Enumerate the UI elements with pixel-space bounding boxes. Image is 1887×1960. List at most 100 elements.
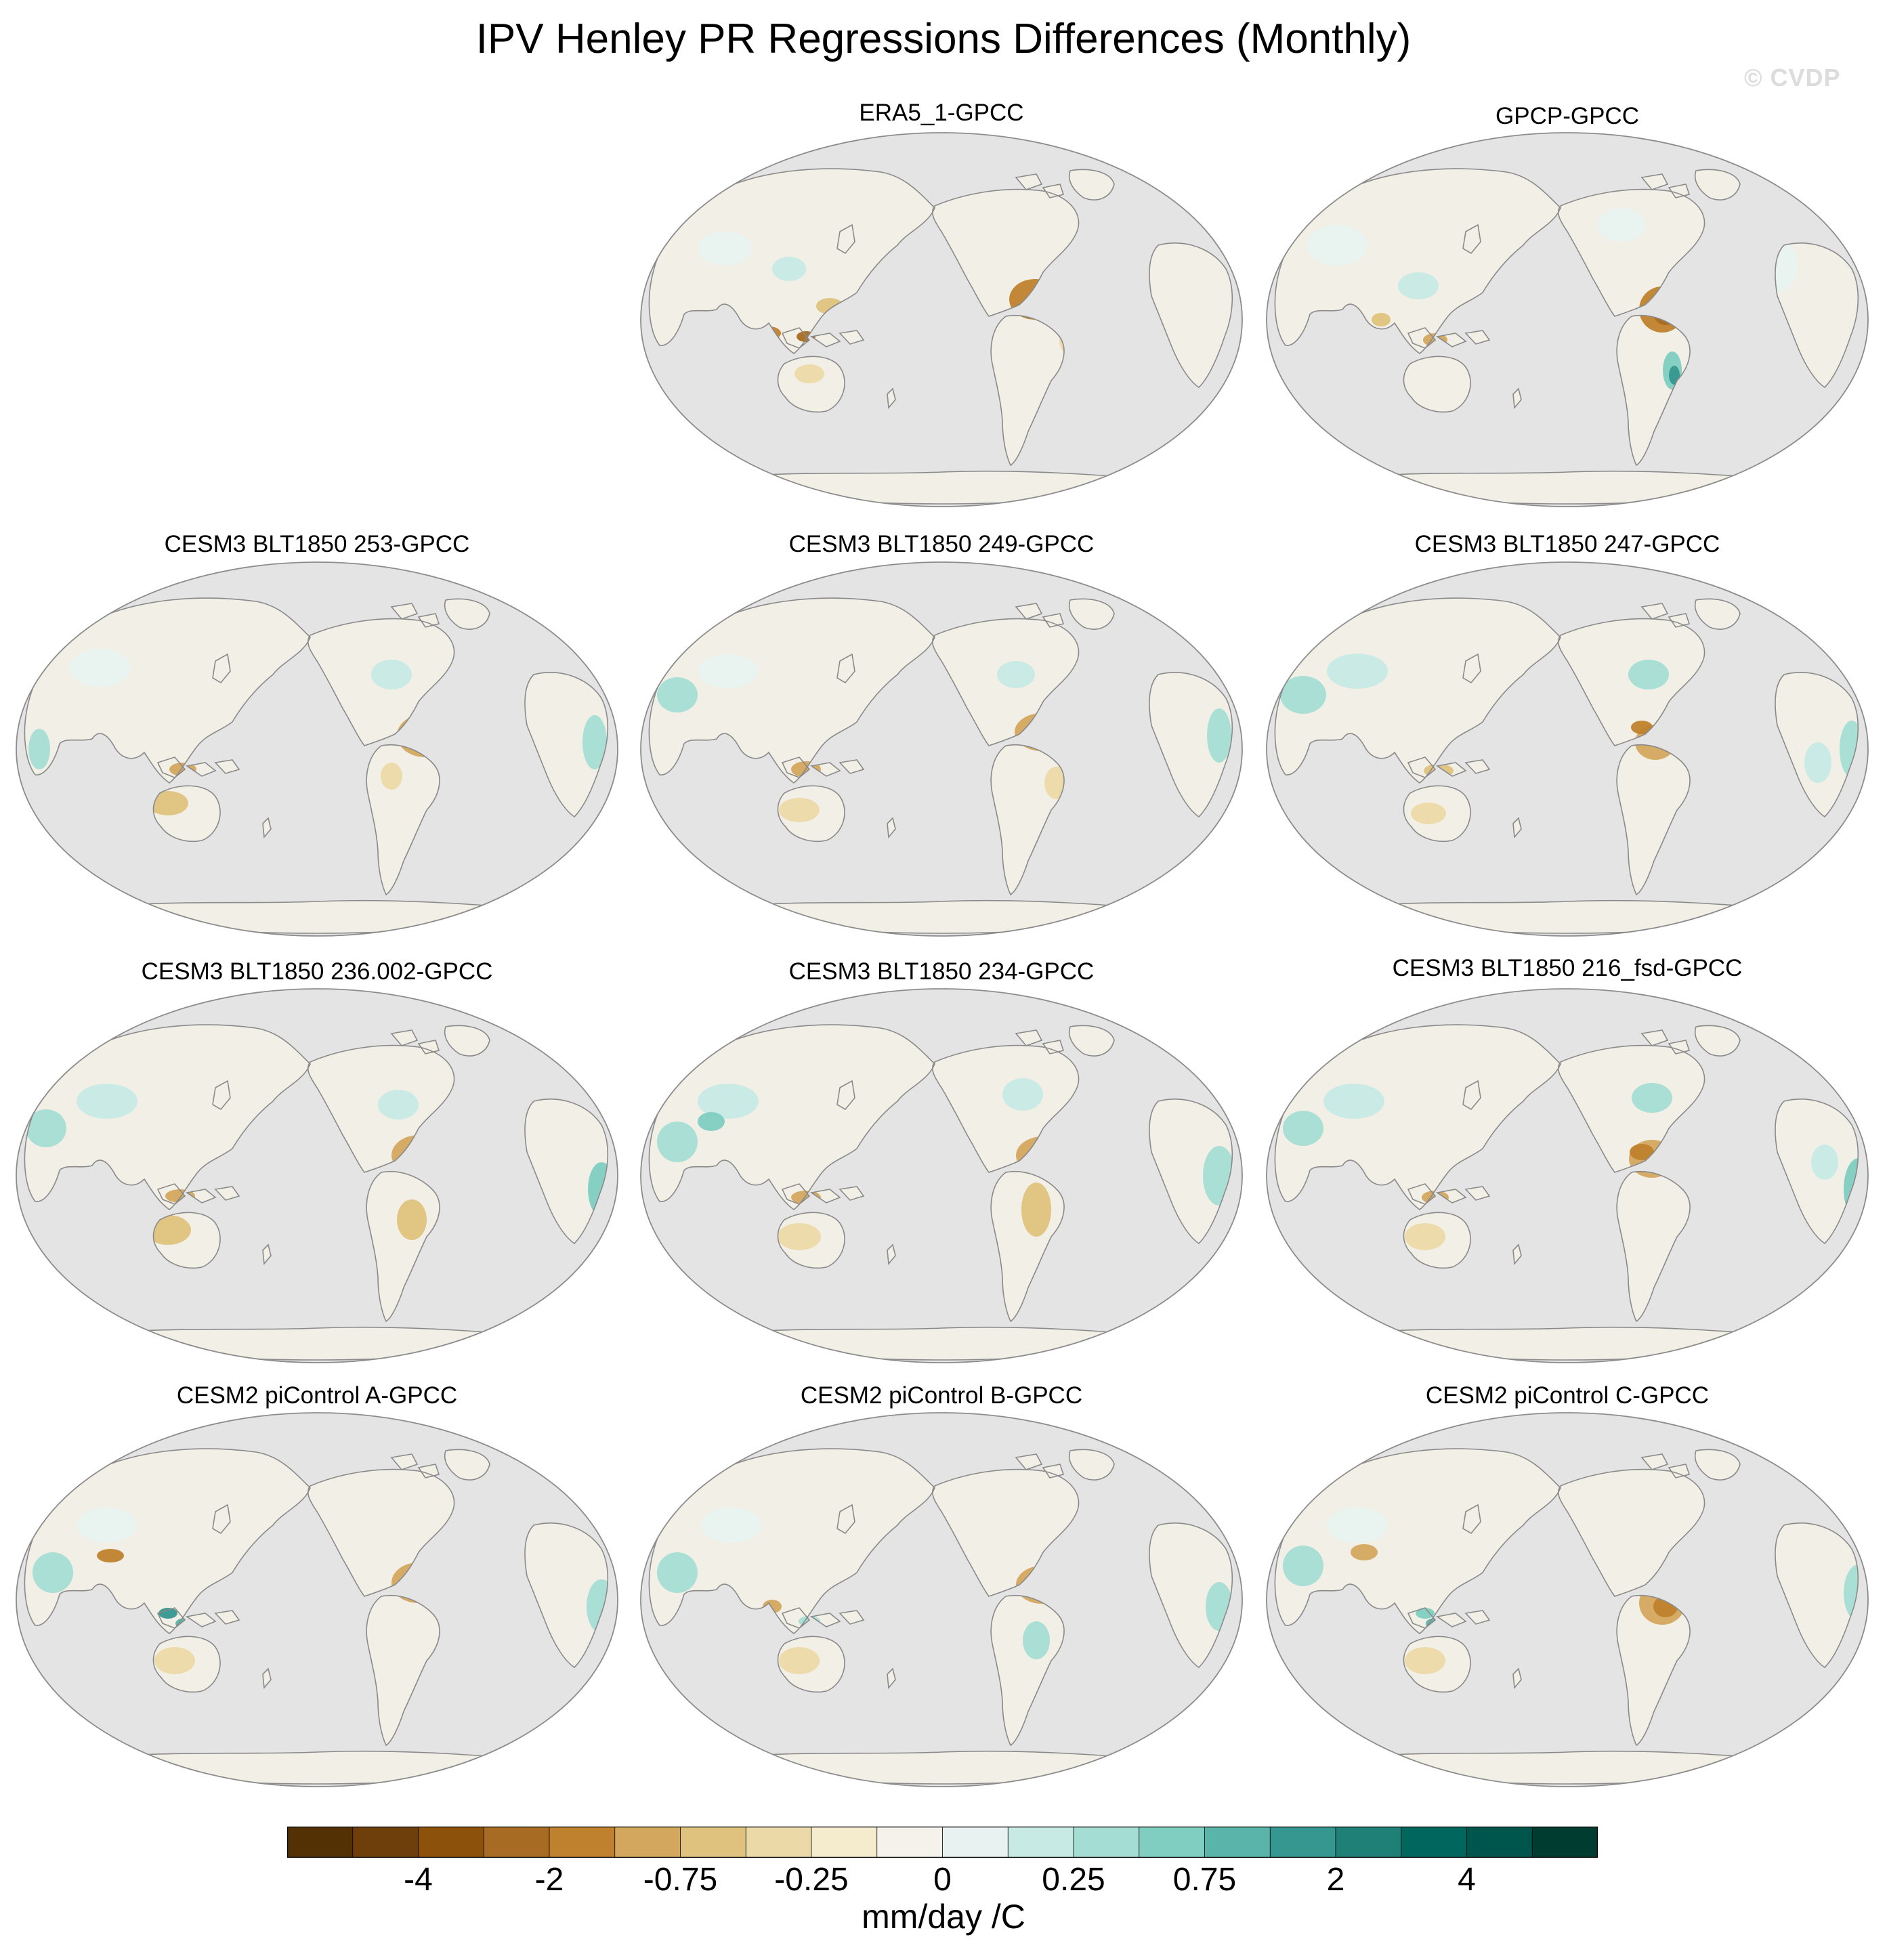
coastline	[887, 1667, 896, 1689]
coastline	[1640, 173, 1691, 198]
land-africa	[1149, 242, 1233, 387]
coastline	[1069, 1025, 1115, 1057]
colorbar	[287, 1827, 1598, 1858]
anomaly-patch	[1416, 1608, 1435, 1619]
coastline	[307, 1468, 455, 1597]
colorbar-tick-label: 0.75	[1172, 1862, 1237, 1898]
map-frame	[640, 1412, 1243, 1787]
coastline	[156, 757, 240, 778]
anomaly-patch	[1398, 272, 1439, 299]
land-northamerica	[932, 189, 1079, 316]
map-frame	[1266, 1412, 1869, 1787]
panel-title-cesm2-c: CESM2 piControl C-GPCC	[1425, 1382, 1710, 1409]
coastline	[262, 1243, 272, 1265]
anomaly-patch	[1631, 721, 1653, 734]
colorbar-swatch	[287, 1827, 354, 1858]
coastline	[262, 817, 272, 838]
anomaly-patch	[1628, 660, 1669, 689]
coastline	[524, 672, 609, 818]
land-greenland	[444, 1025, 490, 1057]
land-eurasia	[24, 598, 310, 783]
colorbar-swatch	[942, 1827, 1009, 1858]
land-africa	[1149, 672, 1233, 817]
coastline	[648, 168, 935, 354]
panel-title-236: CESM3 BLT1850 236.002-GPCC	[141, 958, 493, 985]
anomaly-patch	[397, 1199, 427, 1240]
anomaly-patch	[70, 649, 131, 687]
land-antarctica	[698, 1327, 1185, 1360]
coastline	[1616, 744, 1691, 896]
coastline	[390, 1029, 440, 1054]
colorbar-swatch	[1204, 1827, 1271, 1858]
colorbar-swatch	[1531, 1827, 1598, 1858]
coastline	[887, 1243, 896, 1265]
coastline	[836, 1080, 855, 1111]
coastline	[648, 597, 935, 784]
land-japan	[837, 1505, 855, 1533]
coastline	[1775, 1522, 1859, 1669]
coastline	[1695, 1025, 1741, 1057]
anomaly-patch	[1021, 1183, 1051, 1237]
coastline	[1149, 1522, 1233, 1669]
colorbar-tick-label: -2	[534, 1862, 564, 1898]
land-greenland	[1695, 599, 1740, 630]
figure-title: IPV Henley PR Regressions Differences (M…	[475, 16, 1412, 62]
coastline	[156, 1183, 240, 1205]
land-masses	[1275, 169, 1859, 504]
land-antarctica	[698, 1751, 1185, 1784]
land-africa	[1775, 242, 1859, 387]
land-masses	[1275, 1025, 1859, 1360]
anomaly-patch	[582, 715, 607, 769]
colorbar-swatch	[745, 1827, 812, 1858]
coastline	[777, 785, 845, 843]
colorbar-swatch	[811, 1827, 878, 1858]
coastline	[366, 744, 440, 896]
coastline	[212, 1080, 231, 1111]
coastline	[366, 1170, 440, 1323]
anomaly-patch	[997, 661, 1035, 688]
land-masses	[649, 1025, 1233, 1360]
coastline	[1069, 598, 1115, 630]
colorbar-swatch	[876, 1827, 944, 1858]
coastline	[1462, 653, 1481, 684]
coastline	[212, 653, 231, 684]
coastline	[931, 618, 1080, 746]
anomaly-patch	[587, 1579, 608, 1634]
land-greenland	[1069, 1025, 1114, 1057]
panel-title-234: CESM3 BLT1850 234-GPCC	[788, 958, 1095, 985]
anomaly-patch	[1630, 1144, 1654, 1160]
land-greenland	[1069, 169, 1114, 200]
colorbar-swatch	[418, 1827, 485, 1858]
anomaly-patch	[26, 1109, 66, 1147]
anomaly-patch	[1351, 1544, 1378, 1560]
land-eurasia	[649, 1025, 935, 1210]
anomaly-patch	[794, 364, 824, 383]
land-arctic_islands	[1642, 603, 1689, 627]
land-greenland	[1695, 169, 1740, 200]
panel-title-gpcp: GPCP-GPCC	[1496, 103, 1639, 129]
anomaly-patch	[701, 1508, 762, 1543]
panel-title-247: CESM3 BLT1850 247-GPCC	[1414, 531, 1720, 557]
coastline	[212, 1504, 231, 1535]
coastline	[1407, 1183, 1491, 1205]
land-africa	[1149, 1522, 1233, 1667]
coastline	[1149, 242, 1233, 389]
coastline	[1557, 1044, 1705, 1173]
coastline	[1775, 242, 1859, 389]
coastline	[366, 1594, 440, 1747]
colorbar-swatch	[352, 1827, 419, 1858]
anomaly-patch	[1002, 1078, 1043, 1111]
land-arctic_islands	[1016, 1454, 1063, 1478]
anomaly-patch	[33, 1552, 73, 1593]
land-greenland	[1695, 1449, 1740, 1480]
anomaly-patch	[698, 1112, 725, 1131]
colorbar-tick-label: 2	[1326, 1862, 1345, 1898]
colorbar-swatch	[1139, 1827, 1206, 1858]
anomaly-patch	[1280, 676, 1326, 714]
land-africa	[1149, 1099, 1233, 1243]
land-eurasia	[24, 1449, 310, 1634]
coastline	[152, 1212, 221, 1269]
anomaly-patch	[1207, 708, 1231, 763]
anomaly-patch	[77, 1084, 137, 1119]
land-arctic_islands	[1642, 174, 1689, 198]
